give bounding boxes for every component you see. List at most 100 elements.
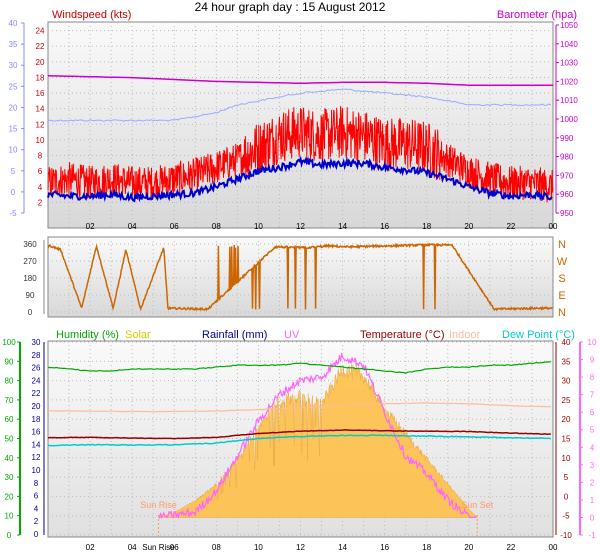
legend-humidity: Humidity (%): [56, 329, 119, 341]
rain-tick-label: 22: [32, 389, 41, 398]
humidity-tick-label: 80: [5, 377, 14, 386]
wind-x-tick-label: 16: [380, 222, 389, 231]
rain-tick-label: 6: [34, 492, 39, 501]
humidity-tick-label: 60: [5, 415, 14, 424]
rain-tick-label: 20: [32, 402, 41, 411]
wind-direction-line: [47, 242, 553, 312]
sunrise-label: Sun Rise: [140, 500, 177, 510]
wind-x-tick-label: 06: [170, 222, 179, 231]
wind-inner-tick-label: 16: [36, 89, 45, 98]
wind-outer-tick-label: 25: [9, 82, 18, 91]
temperature-line: [47, 429, 551, 440]
direction-tick-label: 270: [23, 257, 37, 266]
temperature-tick-label: 30: [562, 377, 571, 386]
temperature-tick-label: 20: [562, 415, 571, 424]
temperature-tick-label: -5: [562, 512, 570, 521]
baro-tick-label: 960: [560, 190, 574, 199]
baro-tick-label: 1030: [560, 59, 578, 68]
windspeed-axis-label: Windspeed (kts): [52, 9, 131, 21]
baro-tick-label: 1020: [560, 77, 578, 86]
temperature-tick-label: -10: [560, 531, 572, 540]
wind-outer-tick-label: 10: [9, 146, 18, 155]
rain-tick-label: 4: [34, 504, 39, 513]
legend-uv: UV: [284, 329, 300, 341]
wind-inner-tick-label: 14: [36, 105, 45, 114]
uv-tick-label: 6: [590, 408, 595, 417]
humidity-tick-label: 0: [7, 531, 12, 540]
average-wind-line: [47, 155, 553, 203]
wind-panel: -505101520253035402468101214161820222495…: [9, 9, 579, 231]
humidity-tick-label: 70: [5, 396, 14, 405]
climate-x-tick-label: 12: [296, 543, 305, 552]
wind-inner-tick-label: 20: [36, 58, 45, 67]
climate-x-tick-label: 18: [422, 543, 431, 552]
indoor-temperature-line: [47, 402, 552, 413]
climate-x-tick-label: 22: [506, 543, 515, 552]
wind-x-tick-label: 08: [212, 222, 221, 231]
uv-tick-label: 0: [590, 513, 595, 522]
uv-tick-label: 7: [590, 391, 595, 400]
wind-outer-tick-label: 35: [9, 40, 18, 49]
temperature-tick-label: 25: [562, 396, 571, 405]
climate-x-tick-label: 20: [464, 543, 473, 552]
direction-tick-label: 180: [23, 274, 37, 283]
wind-x-tick-label: 00: [549, 222, 558, 231]
wind-x-tick-label: 02: [86, 222, 95, 231]
baro-tick-label: 1000: [560, 115, 578, 124]
wind-inner-tick-label: 2: [38, 198, 43, 207]
compass-label: N: [558, 239, 566, 251]
baro-tick-label: 980: [560, 153, 574, 162]
temperature-tick-label: 5: [564, 473, 569, 482]
wind-inner-tick-label: 6: [38, 167, 43, 176]
uv-tick-label: 4: [590, 443, 595, 452]
dewpoint-line: [47, 434, 552, 447]
temperature-tick-label: 0: [564, 492, 569, 501]
rain-tick-label: 18: [32, 415, 41, 424]
climate-x-tick-label: 02: [86, 543, 95, 552]
rain-tick-label: 26: [32, 364, 41, 373]
humidity-tick-label: 30: [5, 473, 14, 482]
climate-panel: 0102030405060708090100024681012141618202…: [2, 329, 597, 552]
compass-label: W: [557, 256, 568, 268]
barometer-axis-label: Barometer (hpa): [497, 9, 577, 21]
temperature-tick-label: 15: [562, 435, 571, 444]
climate-x-tick-label: Sun Rise: [142, 543, 175, 552]
direction-tick-label: 90: [26, 291, 35, 300]
humidity-tick-label: 10: [5, 512, 14, 521]
legend-dewpoint: Dew Point (°C): [502, 329, 575, 341]
climate-x-tick-label: 14: [338, 543, 347, 552]
uv-tick-label: -1: [588, 531, 596, 540]
climate-x-tick-label: 04: [128, 543, 137, 552]
compass-label: E: [558, 290, 565, 302]
humidity-tick-label: 90: [5, 357, 14, 366]
temperature-tick-label: 10: [562, 454, 571, 463]
legend-rainfall: Rainfall (mm): [202, 329, 267, 341]
rain-tick-label: 10: [32, 466, 41, 475]
uv-line: [158, 351, 477, 520]
direction-panel: 0 N 90 E 180 S 270 W 360 N: [23, 236, 568, 319]
wind-outer-tick-label: 20: [9, 103, 18, 112]
wind-inner-tick-label: 8: [38, 152, 43, 161]
wind-outer-tick-label: 30: [9, 61, 18, 70]
wind-outer-tick-label: -5: [9, 209, 17, 218]
uv-tick-label: 9: [590, 356, 595, 365]
solar-area: [158, 364, 478, 518]
gust-line: [47, 105, 554, 203]
rain-tick-label: 12: [32, 453, 41, 462]
baro-tick-label: 950: [560, 209, 574, 218]
humidity-tick-label: 50: [5, 435, 14, 444]
wind-inner-tick-label: 18: [36, 73, 45, 82]
rain-tick-label: 28: [32, 351, 41, 360]
wind-inner-tick-label: 22: [36, 42, 45, 51]
wind-inner-tick-label: 10: [36, 136, 45, 145]
humidity-tick-label: 40: [5, 454, 14, 463]
wind-outer-tick-label: 0: [11, 188, 16, 197]
rain-tick-label: 14: [32, 440, 41, 449]
wind-x-tick-label: 22: [506, 222, 515, 231]
legend-solar: Solar: [125, 329, 151, 341]
climate-x-tick-label: 08: [212, 543, 221, 552]
wind-series-light-line: [47, 88, 552, 122]
graph-title: 24 hour graph day : 15 August 2012: [195, 0, 386, 14]
